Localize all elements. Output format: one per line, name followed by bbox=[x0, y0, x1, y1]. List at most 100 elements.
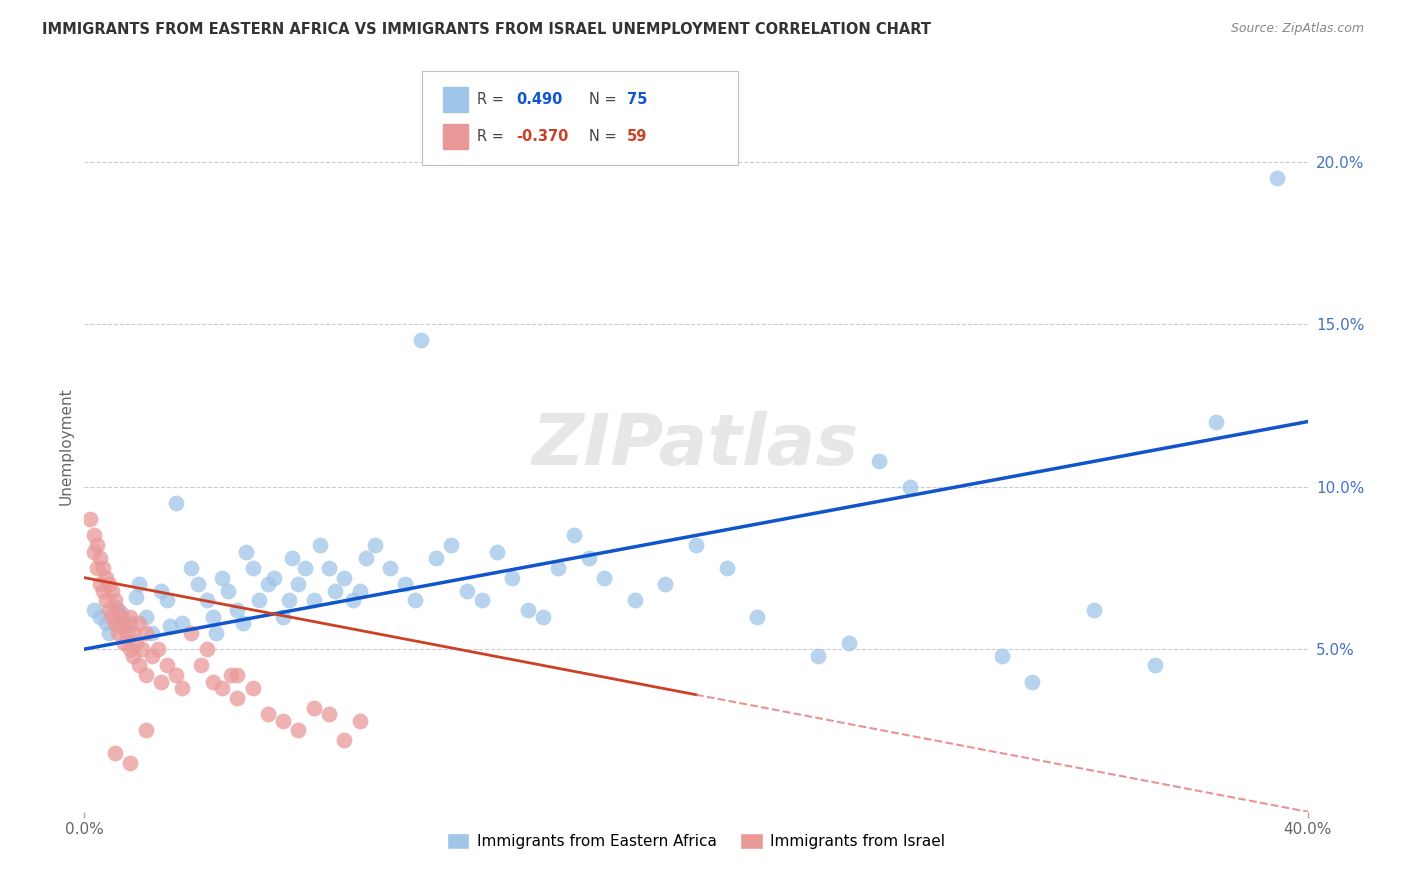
Point bbox=[1021, 674, 1043, 689]
Point bbox=[364, 538, 387, 552]
Point bbox=[318, 561, 340, 575]
Point bbox=[149, 583, 172, 598]
Point bbox=[125, 590, 148, 604]
Point bbox=[1205, 415, 1227, 429]
Point bbox=[333, 571, 356, 585]
Point bbox=[242, 681, 264, 696]
Point bbox=[172, 681, 194, 696]
Point bbox=[104, 599, 127, 614]
Point bbox=[97, 603, 120, 617]
Point bbox=[226, 603, 249, 617]
Point bbox=[86, 561, 108, 575]
Point bbox=[180, 561, 202, 575]
Point bbox=[232, 616, 254, 631]
Point bbox=[471, 593, 494, 607]
Point bbox=[201, 609, 224, 624]
Point bbox=[120, 756, 142, 770]
Point bbox=[83, 544, 105, 558]
Point bbox=[89, 609, 111, 624]
Point bbox=[135, 626, 157, 640]
Point bbox=[869, 453, 891, 467]
Point bbox=[226, 690, 249, 705]
Point bbox=[278, 593, 301, 607]
Point bbox=[159, 619, 181, 633]
Point bbox=[302, 700, 325, 714]
Point bbox=[94, 593, 117, 607]
Point bbox=[502, 571, 524, 585]
Point bbox=[226, 668, 249, 682]
Point bbox=[747, 609, 769, 624]
Point bbox=[94, 616, 117, 631]
Point bbox=[115, 626, 138, 640]
Point bbox=[349, 583, 371, 598]
Point bbox=[440, 538, 463, 552]
Point bbox=[141, 626, 163, 640]
Point bbox=[624, 593, 647, 607]
Text: 59: 59 bbox=[627, 129, 647, 145]
Point bbox=[107, 626, 129, 640]
Point bbox=[235, 544, 257, 558]
Text: Source: ZipAtlas.com: Source: ZipAtlas.com bbox=[1230, 22, 1364, 36]
Y-axis label: Unemployment: Unemployment bbox=[58, 387, 73, 505]
Point bbox=[91, 583, 114, 598]
Text: N =: N = bbox=[589, 129, 621, 145]
Point bbox=[1265, 170, 1288, 185]
Point bbox=[110, 609, 132, 624]
Point bbox=[838, 635, 860, 649]
Point bbox=[195, 642, 218, 657]
Point bbox=[180, 626, 202, 640]
Point bbox=[318, 707, 340, 722]
Point bbox=[716, 561, 738, 575]
Point bbox=[308, 538, 330, 552]
Point bbox=[195, 593, 218, 607]
Point bbox=[83, 603, 105, 617]
Point bbox=[257, 577, 280, 591]
Point bbox=[186, 577, 208, 591]
Point bbox=[531, 609, 554, 624]
Point bbox=[110, 619, 132, 633]
Point bbox=[91, 561, 114, 575]
Point bbox=[104, 616, 127, 631]
Point bbox=[516, 603, 538, 617]
Point bbox=[287, 577, 309, 591]
Text: -0.370: -0.370 bbox=[516, 129, 568, 145]
Point bbox=[165, 668, 187, 682]
Point bbox=[354, 551, 377, 566]
Point bbox=[349, 714, 371, 728]
Point bbox=[122, 626, 145, 640]
Point bbox=[112, 635, 135, 649]
Point bbox=[156, 593, 179, 607]
Point bbox=[342, 593, 364, 607]
Point bbox=[562, 528, 585, 542]
Point bbox=[247, 593, 270, 607]
Text: 0.490: 0.490 bbox=[516, 92, 562, 107]
Point bbox=[593, 571, 616, 585]
Point bbox=[107, 603, 129, 617]
Point bbox=[217, 583, 239, 598]
Point bbox=[547, 561, 569, 575]
Text: N =: N = bbox=[589, 92, 621, 107]
Point bbox=[456, 583, 478, 598]
Point bbox=[380, 561, 402, 575]
Point bbox=[281, 551, 304, 566]
Text: ZIPatlas: ZIPatlas bbox=[533, 411, 859, 481]
Point bbox=[86, 538, 108, 552]
Point bbox=[125, 635, 148, 649]
Point bbox=[271, 609, 294, 624]
Point bbox=[242, 561, 264, 575]
Point bbox=[219, 668, 242, 682]
Point bbox=[135, 609, 157, 624]
Point bbox=[128, 658, 150, 673]
Point bbox=[205, 626, 228, 640]
Point bbox=[294, 561, 316, 575]
Point bbox=[104, 746, 127, 760]
Point bbox=[128, 616, 150, 631]
Point bbox=[135, 668, 157, 682]
Point bbox=[122, 648, 145, 663]
Point bbox=[807, 648, 830, 663]
Point bbox=[287, 723, 309, 738]
Point bbox=[156, 658, 179, 673]
Point bbox=[211, 571, 233, 585]
Point bbox=[201, 674, 224, 689]
Point bbox=[302, 593, 325, 607]
